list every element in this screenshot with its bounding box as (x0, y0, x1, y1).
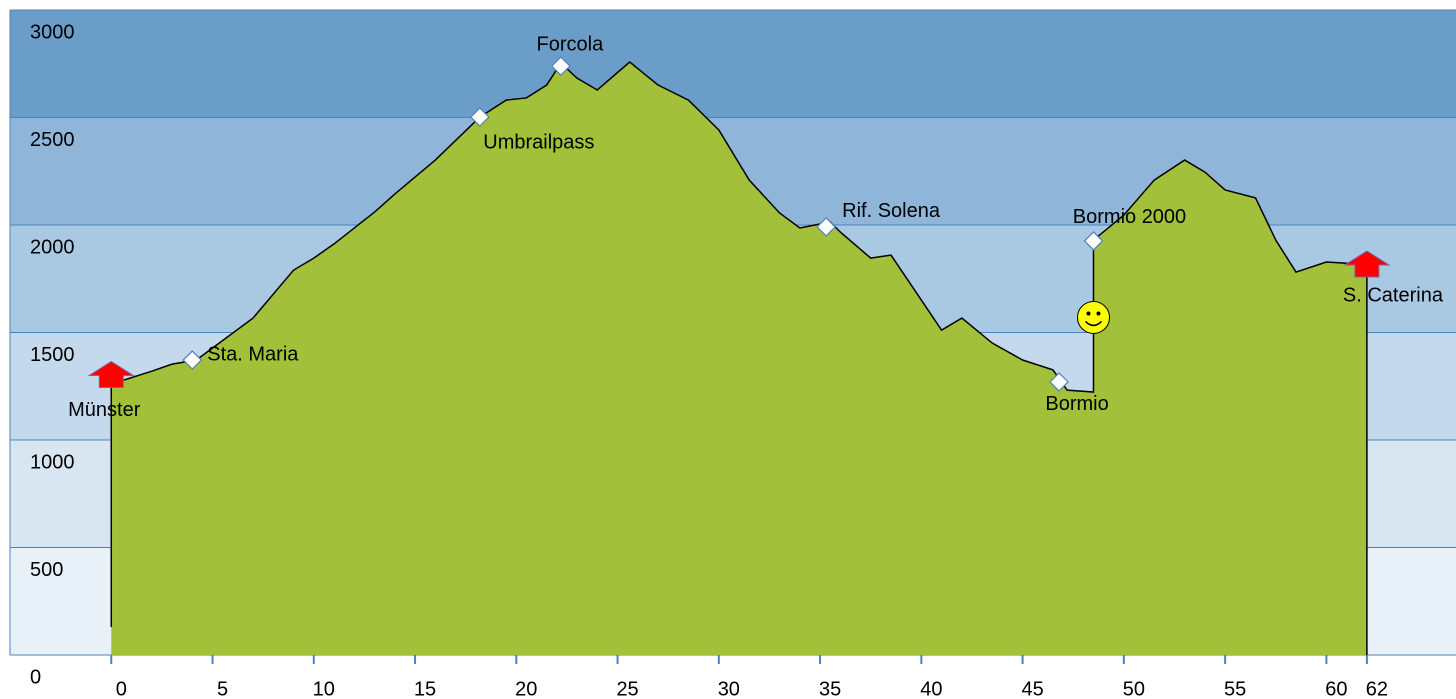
waypoint-label: Umbrailpass (483, 131, 594, 153)
x-tick-label: 5 (217, 678, 228, 699)
x-tick-label: 55 (1224, 678, 1246, 699)
x-tick-label: 60 (1325, 678, 1347, 699)
waypoint-label: Sta. Maria (207, 343, 299, 365)
waypoint-label: Bormio (1045, 393, 1108, 415)
x-tick-label: 0 (116, 678, 127, 699)
waypoint-label: Forcola (537, 33, 605, 55)
x-tick-label: 45 (1021, 678, 1043, 699)
smiley (1076, 300, 1110, 334)
x-tick-label: 20 (515, 678, 537, 699)
y-tick-label: 1500 (30, 344, 75, 366)
smiley-eye (1096, 311, 1101, 316)
x-tick-label: 40 (920, 678, 942, 699)
waypoint-label: Bormio 2000 (1073, 206, 1186, 228)
x-tick-label: 15 (414, 678, 436, 699)
y-tick-label: 3000 (30, 21, 75, 43)
y-tick-label: 0 (30, 666, 41, 688)
x-tick-label: 25 (616, 678, 638, 699)
y-tick-label: 2500 (30, 129, 75, 151)
waypoint-marker (182, 350, 203, 370)
y-tick-label: 1000 (30, 451, 75, 473)
waypoint-marker (551, 56, 571, 76)
waypoint-label: Rif. Solena (842, 200, 941, 222)
x-tick-label: 30 (718, 678, 740, 699)
waypoint-label: S. Caterina (1343, 284, 1444, 306)
waypoint-marker (1083, 231, 1104, 251)
x-tick-label: 62 (1366, 678, 1388, 699)
y-tick-label: 500 (30, 559, 63, 581)
x-tick-label: 10 (313, 678, 335, 699)
x-tick-label: 35 (819, 678, 841, 699)
waypoint-label: Münster (68, 399, 141, 421)
profile-area (111, 62, 1367, 655)
start-end-marker (87, 360, 135, 388)
x-tick-label: 50 (1123, 678, 1145, 699)
smiley-eye (1086, 311, 1091, 316)
waypoint-marker (816, 217, 837, 237)
waypoint-marker (470, 107, 490, 127)
waypoint-marker (1049, 372, 1069, 392)
start-end-marker (1343, 250, 1391, 278)
band (10, 10, 1456, 118)
profile-line (110, 61, 1368, 655)
y-tick-label: 2000 (30, 236, 75, 258)
smiley-mouth (1084, 320, 1103, 327)
